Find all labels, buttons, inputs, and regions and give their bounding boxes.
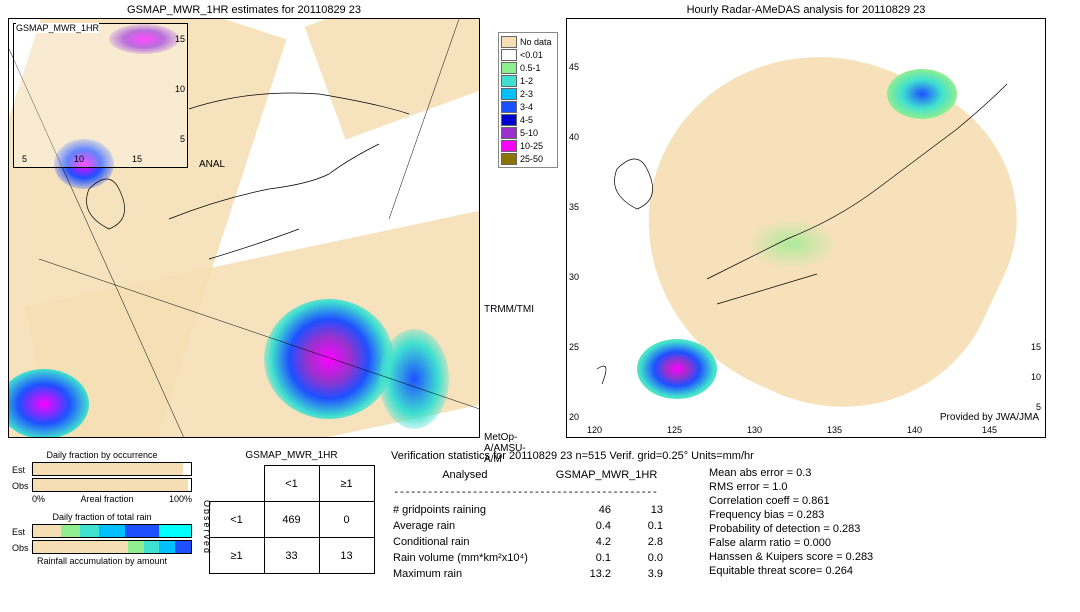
- metop-label: MetOp-A/AMSU-A/M: [484, 432, 526, 465]
- contingency-panel: Observed GSMAP_MWR_1HR <1≥1 <14690 ≥1331…: [204, 450, 379, 574]
- left-map-panel: GSMAP_MWR_1HR estimates for 20110829 23: [8, 4, 480, 438]
- left-map-title: GSMAP_MWR_1HR estimates for 20110829 23: [8, 4, 480, 16]
- stats-panel: Verification statistics for 20110829 23 …: [391, 450, 1068, 583]
- occ-title: Daily fraction by occurrence: [12, 450, 192, 460]
- stats-table: AnalysedGSMAP_MWR_1HR ------------------…: [391, 466, 673, 501]
- right-map-panel: Hourly Radar-AMeDAS analysis for 2011082…: [566, 4, 1046, 438]
- provided-label: Provided by JWA/JMA: [940, 412, 1039, 423]
- rain-title: Daily fraction of total rain: [12, 512, 192, 522]
- stats-rows: # gridpoints raining4613Average rain0.40…: [391, 501, 679, 583]
- fractions-panel: Daily fraction by occurrence Est Obs 0%A…: [12, 450, 192, 568]
- coastline-right-svg: [567, 19, 1046, 438]
- left-map-box: GSMAP_MWR_1HR 5 10 15 5 10 15 ANAL: [8, 18, 480, 438]
- rain-legend: Rainfall accumulation by amount: [12, 556, 192, 566]
- inset-label: GSMAP_MWR_1HR: [16, 23, 99, 33]
- ct-side-label: Observed: [202, 500, 212, 555]
- contingency-table: <1≥1 <14690 ≥13313: [209, 465, 375, 574]
- right-map-box: 120 125 130 135 140 145 20 25 30 35 40 4…: [566, 18, 1046, 438]
- color-legend: No data<0.010.5-11-22-33-44-55-1010-2525…: [498, 32, 558, 168]
- anal-label: ANAL: [199, 159, 225, 170]
- stats-metrics: Mean abs error = 0.3RMS error = 1.0Corre…: [709, 466, 873, 583]
- right-map-title: Hourly Radar-AMeDAS analysis for 2011082…: [566, 4, 1046, 16]
- inset-box: GSMAP_MWR_1HR 5 10 15 5 10 15: [13, 23, 188, 168]
- ct-title: GSMAP_MWR_1HR: [204, 450, 379, 461]
- trmm-label: TRMM/TMI: [484, 304, 534, 315]
